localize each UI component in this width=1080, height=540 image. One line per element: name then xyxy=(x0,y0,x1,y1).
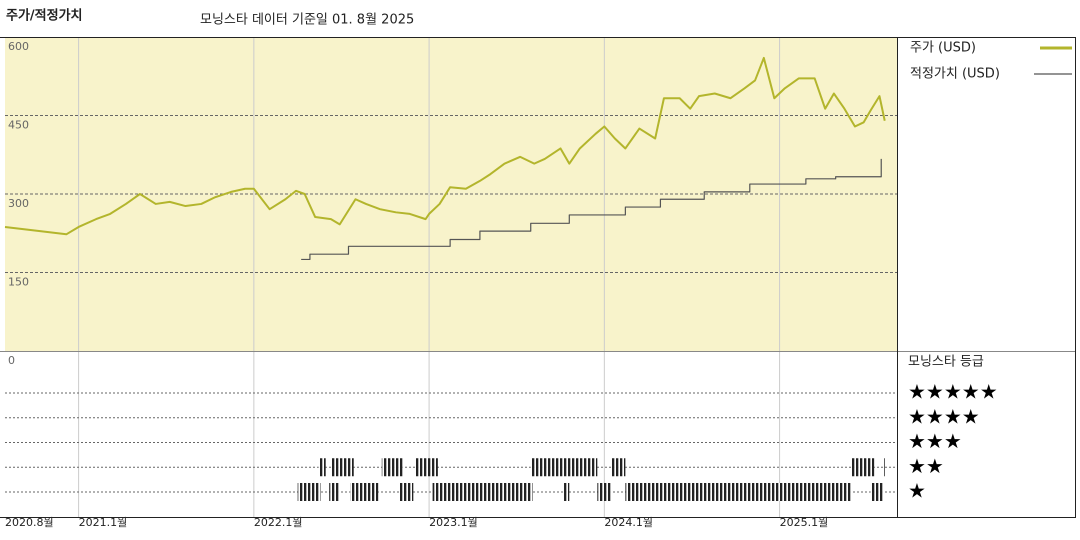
frame xyxy=(0,37,1076,518)
rating-period xyxy=(350,483,379,501)
chart-subtitle: 모닝스타 데이터 기준일 01. 8월 2025 xyxy=(200,13,414,28)
legend-label: 주가 (USD) xyxy=(910,41,976,56)
rating-period xyxy=(564,483,570,501)
rating-period xyxy=(851,458,875,477)
rating-period xyxy=(870,483,883,501)
y-tick-label: 450 xyxy=(8,119,29,132)
y-tick-label: 600 xyxy=(8,40,29,53)
rating-label: ★★ xyxy=(908,454,944,478)
rating-period xyxy=(399,483,414,501)
rating-period xyxy=(432,483,533,501)
marks xyxy=(4,56,886,501)
x-tick-label: 2024.1월 xyxy=(604,516,653,529)
series-line xyxy=(4,56,886,236)
x-tick-label: 2022.1월 xyxy=(254,516,303,529)
y-tick-label: 0 xyxy=(8,354,15,367)
rating-period xyxy=(318,458,326,477)
y-tick-label: 150 xyxy=(8,276,29,289)
y-tick-label: 300 xyxy=(8,197,29,210)
rating-label: ★★★★ xyxy=(908,404,980,428)
rating-period xyxy=(381,458,403,477)
rating-period xyxy=(329,483,340,501)
series-line xyxy=(301,158,882,261)
x-tick-label: 2025.1월 xyxy=(780,516,829,529)
rating-period xyxy=(882,458,885,477)
rating-period xyxy=(625,483,852,501)
x-tick-label: 2020.8월 xyxy=(5,516,54,529)
rating-period xyxy=(530,458,598,477)
chart-title: 주가/적정가치 xyxy=(6,8,83,24)
legend-label: 적정가치 (USD) xyxy=(910,67,1000,82)
rating-label: ★ xyxy=(908,479,926,503)
x-tick-label: 2021.1월 xyxy=(79,516,128,529)
rating-title: 모닝스타 등급 xyxy=(908,355,984,370)
rating-label: ★★★★★ xyxy=(908,380,998,404)
rating-period xyxy=(415,458,438,477)
rating-period xyxy=(597,483,612,501)
rating-period xyxy=(611,458,626,477)
rating-period xyxy=(330,458,354,477)
rating-period xyxy=(297,483,321,501)
rating-label: ★★★ xyxy=(908,429,962,453)
grid xyxy=(5,37,897,517)
labels: 0 150 300 450 600 2020.8월 2021.1월 2022.1월 2023.1… xyxy=(5,40,1072,529)
x-tick-label: 2023.1월 xyxy=(429,516,478,529)
